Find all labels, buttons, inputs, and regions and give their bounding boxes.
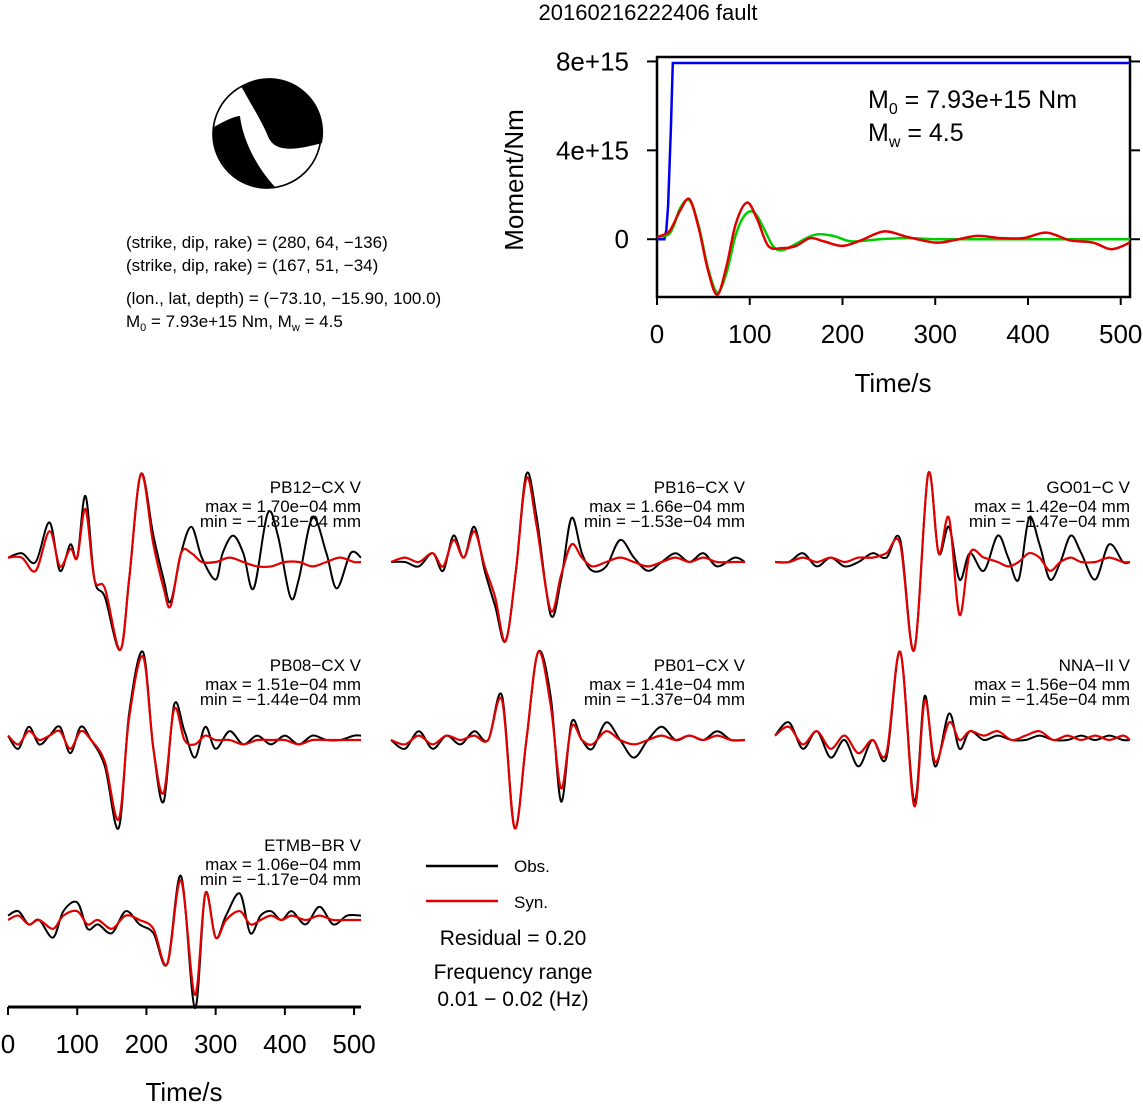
station-max: max = 1.06e−04 mm [205, 855, 361, 874]
x-tick-label: 300 [914, 319, 957, 349]
station-name: PB08−CX V [270, 656, 362, 675]
beachball-compression-quadrant [213, 116, 275, 188]
y-tick-label: 8e+15 [556, 46, 629, 76]
time-tick-label: 100 [56, 1029, 99, 1059]
station-max: max = 1.56e−04 mm [974, 675, 1130, 694]
time-axis-label: Time/s [145, 1077, 222, 1104]
figure-title: 20160216222406 fault [539, 0, 758, 25]
nodal-plane-1: (strike, dip, rake) = (280, 64, −136) [126, 233, 388, 252]
x-tick-label: 200 [821, 319, 864, 349]
synthetic-waveform [7, 655, 361, 821]
magnitude-annotation: Mw = 4.5 [868, 119, 964, 151]
x-tick-label: 400 [1006, 319, 1049, 349]
synthetic-waveform [774, 650, 1131, 808]
observed-waveform [774, 471, 1131, 652]
x-tick-label: 100 [728, 319, 771, 349]
station-min: min = −1.17e−04 mm [200, 870, 361, 889]
station-name: GO01−C V [1046, 478, 1130, 497]
focal-mechanism-text: (strike, dip, rake) = (280, 64, −136) (s… [126, 233, 441, 334]
station-min: min = −1.47e−04 mm [969, 512, 1130, 531]
y-tick-label: 0 [615, 224, 629, 254]
time-tick-label: 500 [332, 1029, 375, 1059]
time-tick-label: 300 [194, 1029, 237, 1059]
residual-text: Residual = 0.20 [440, 927, 587, 950]
synthetic-waveform [7, 879, 361, 996]
synthetic-waveform [774, 470, 1131, 652]
station-name: NNA−II V [1059, 656, 1131, 675]
station-max: max = 1.66e−04 mm [589, 497, 745, 516]
synthetic-waveform [390, 650, 746, 830]
moment-text: M0 = 7.93e+15 Nm, Mw = 4.5 [126, 312, 343, 334]
station-max: max = 1.51e−04 mm [205, 675, 361, 694]
station-min: min = −1.81e−04 mm [200, 512, 361, 531]
observed-waveform [390, 471, 746, 643]
moment-rate-line-green [656, 198, 1130, 294]
legend-syn-label: Syn. [514, 893, 548, 912]
moment-rate-line-red [656, 197, 1131, 297]
frequency-value: 0.01 − 0.02 (Hz) [437, 988, 588, 1011]
observed-waveform [774, 650, 1131, 803]
station-min: min = −1.53e−04 mm [584, 512, 745, 531]
station-name: ETMB−BR V [264, 836, 361, 855]
synthetic-waveform [390, 476, 745, 643]
station-name: PB01−CX V [654, 656, 746, 675]
moment-function-plot: 0 100 200 300 400 500 0 4e+15 8e+15 Time/s Moment/… [499, 46, 1142, 398]
moment-annotation: M0 = 7.93e+15 Nm [868, 86, 1077, 118]
y-axis-label: Moment/Nm [499, 109, 529, 251]
x-tick-label: 500 [1099, 319, 1142, 349]
beachball-compression-quadrant [241, 78, 324, 149]
beachball-icon [212, 78, 324, 189]
location-text: (lon., lat, depth) = (−73.10, −15.90, 10… [126, 289, 441, 308]
time-tick-label: 400 [263, 1029, 306, 1059]
plot-frame [655, 55, 1132, 299]
time-tick-label: 0 [1, 1029, 15, 1059]
legend-obs-label: Obs. [514, 857, 550, 876]
station-max: max = 1.41e−04 mm [589, 675, 745, 694]
cumulative-moment-line [657, 61, 1130, 241]
time-tick-label: 200 [125, 1029, 168, 1059]
beachball-rim [212, 79, 322, 189]
x-axis-label: Time/s [854, 368, 931, 398]
synthetic-waveform [7, 472, 362, 652]
legend: Obs. Syn. [426, 857, 550, 912]
station-min: min = −1.45e−04 mm [969, 690, 1130, 709]
station-max: max = 1.42e−04 mm [974, 497, 1130, 516]
station-min: min = −1.44e−04 mm [200, 690, 361, 709]
x-tick-label: 0 [650, 319, 664, 349]
station-name: PB12−CX V [270, 478, 362, 497]
y-tick-label: 4e+15 [556, 135, 629, 165]
station-name: PB16−CX V [654, 478, 746, 497]
station-max: max = 1.70e−04 mm [205, 497, 361, 516]
frequency-title: Frequency range [434, 961, 593, 984]
station-min: min = −1.37e−04 mm [584, 690, 745, 709]
nodal-plane-2: (strike, dip, rake) = (167, 51, −34) [126, 256, 378, 275]
